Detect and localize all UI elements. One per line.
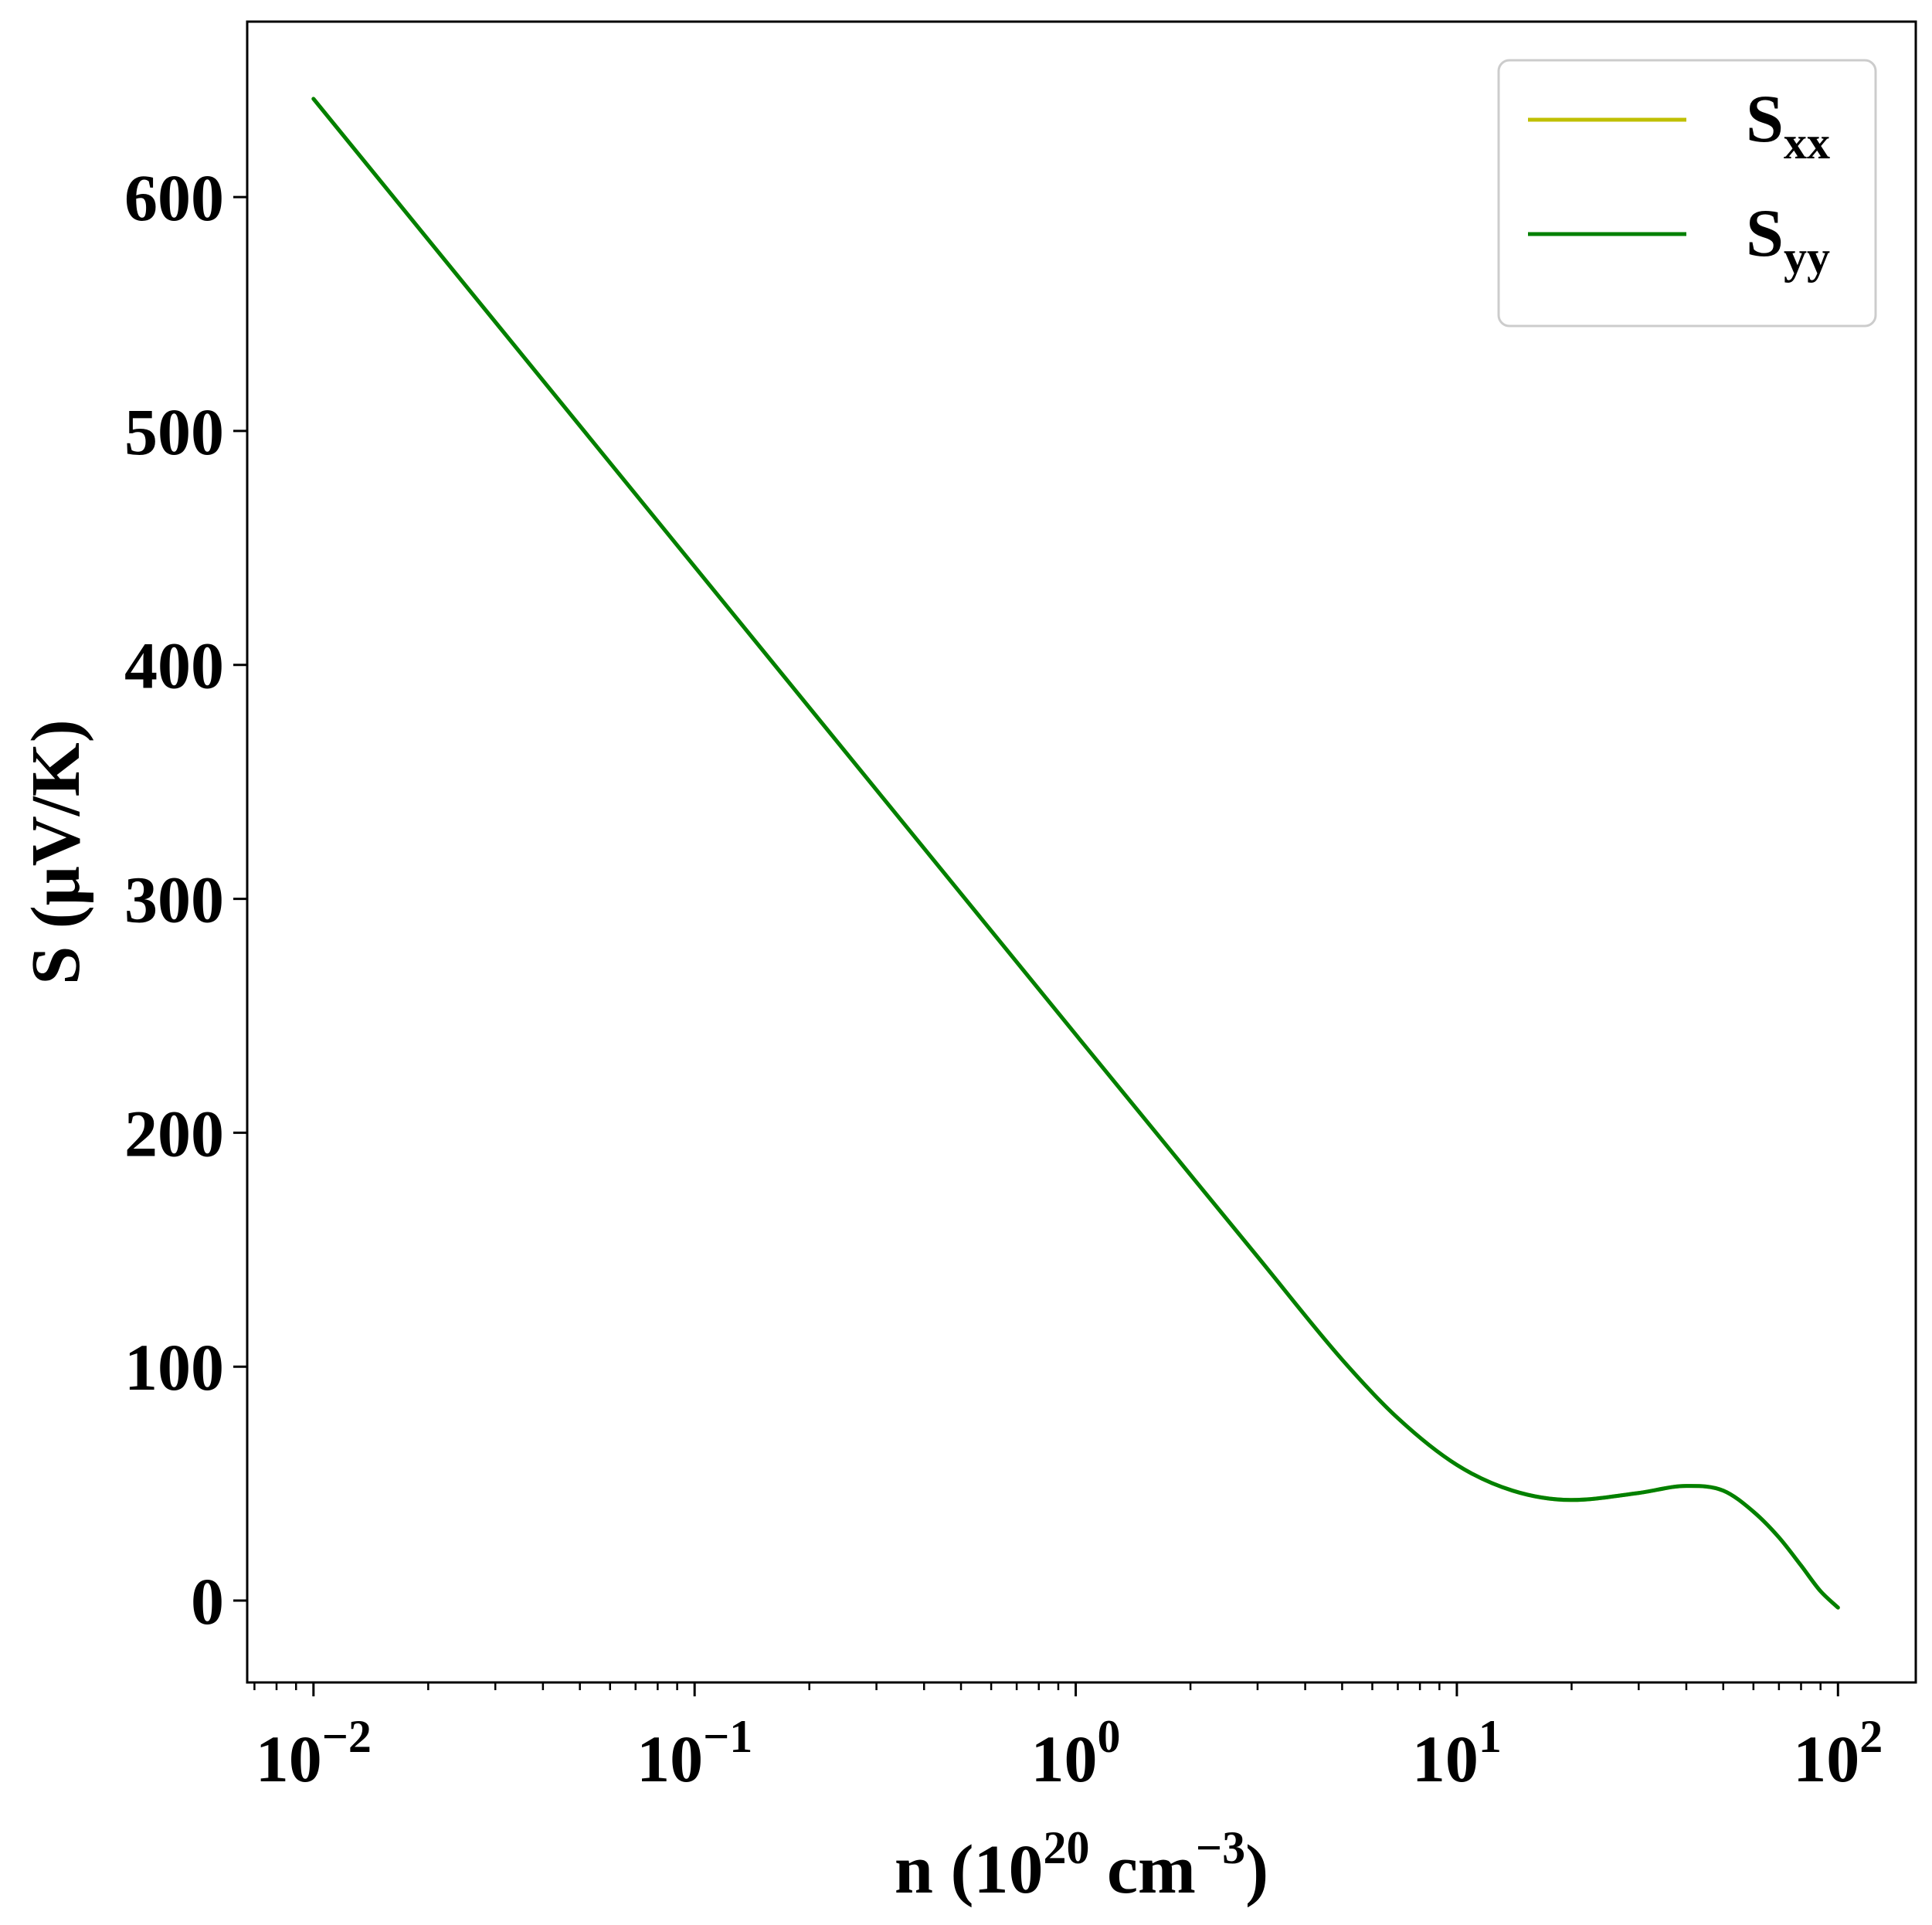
y-tick-label: 200 — [124, 1096, 224, 1170]
x-tick-label: 102 — [1793, 1711, 1883, 1796]
x-axis-ticks: 10−2 10−1 100 101 102 — [253, 1682, 1883, 1796]
plot-frame — [246, 20, 1917, 1684]
x-tick-label: 10−2 — [256, 1711, 372, 1796]
y-tick-label: 600 — [124, 161, 224, 235]
y-tick-label: 500 — [124, 395, 224, 469]
x-tick-label: 10−1 — [637, 1711, 752, 1796]
legend-entries: Sxx Syy — [1528, 82, 1830, 283]
y-tick-label: 0 — [191, 1564, 224, 1638]
x-tick-label: 100 — [1031, 1711, 1121, 1796]
x-tick-label: 101 — [1412, 1711, 1502, 1796]
legend-label-2: Syy — [1746, 196, 1830, 283]
legend-box — [1497, 59, 1877, 328]
x-axis-label: n (1020 cm−3) — [895, 1822, 1268, 1908]
series-layer — [311, 97, 1840, 1610]
y-axis-ticks: 0 100 200 300 400 500 600 — [124, 161, 247, 1638]
legend-label-1: Sxx — [1746, 82, 1830, 168]
y-tick-label: 100 — [124, 1330, 224, 1404]
y-axis-label: S (μV/K) — [18, 719, 94, 985]
y-tick-label: 300 — [124, 863, 224, 937]
y-tick-label: 400 — [124, 629, 224, 703]
series-line-2 — [311, 97, 1840, 1610]
legend: Sxx Syy — [1497, 59, 1877, 328]
